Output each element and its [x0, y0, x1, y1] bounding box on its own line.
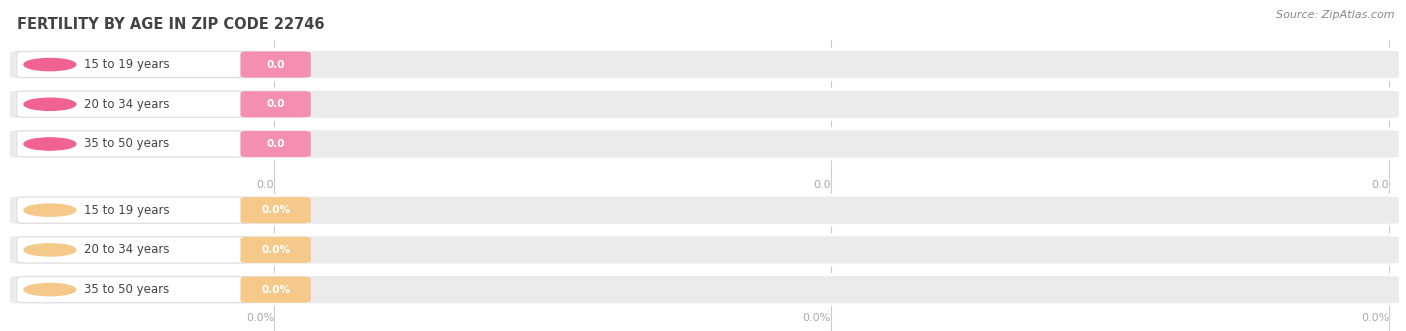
FancyBboxPatch shape — [17, 91, 252, 117]
Text: 0.0%: 0.0% — [246, 313, 274, 323]
Text: 35 to 50 years: 35 to 50 years — [84, 137, 169, 151]
Text: 0.0: 0.0 — [813, 180, 831, 190]
FancyBboxPatch shape — [8, 129, 1400, 159]
FancyBboxPatch shape — [17, 277, 252, 303]
Text: 20 to 34 years: 20 to 34 years — [84, 98, 170, 111]
Circle shape — [24, 98, 76, 110]
Circle shape — [24, 204, 76, 216]
FancyBboxPatch shape — [17, 237, 252, 263]
FancyBboxPatch shape — [17, 197, 252, 223]
Text: 0.0%: 0.0% — [1361, 313, 1389, 323]
FancyBboxPatch shape — [17, 131, 252, 157]
Text: 20 to 34 years: 20 to 34 years — [84, 243, 170, 257]
Text: 15 to 19 years: 15 to 19 years — [84, 58, 170, 71]
Text: 0.0%: 0.0% — [262, 205, 290, 215]
FancyBboxPatch shape — [240, 277, 311, 303]
FancyBboxPatch shape — [8, 195, 1400, 225]
Text: 0.0: 0.0 — [266, 99, 285, 109]
Text: 0.0%: 0.0% — [262, 245, 290, 255]
FancyBboxPatch shape — [8, 49, 1400, 79]
Text: 0.0: 0.0 — [1371, 180, 1389, 190]
Text: 0.0: 0.0 — [266, 139, 285, 149]
FancyBboxPatch shape — [240, 131, 311, 157]
Text: 0.0%: 0.0% — [262, 285, 290, 295]
FancyBboxPatch shape — [240, 237, 311, 263]
FancyBboxPatch shape — [240, 197, 311, 223]
FancyBboxPatch shape — [240, 52, 311, 77]
Text: 35 to 50 years: 35 to 50 years — [84, 283, 169, 296]
Text: FERTILITY BY AGE IN ZIP CODE 22746: FERTILITY BY AGE IN ZIP CODE 22746 — [17, 17, 325, 31]
FancyBboxPatch shape — [8, 275, 1400, 305]
Text: Source: ZipAtlas.com: Source: ZipAtlas.com — [1277, 10, 1395, 20]
Text: 0.0%: 0.0% — [803, 313, 831, 323]
FancyBboxPatch shape — [8, 235, 1400, 265]
Text: 0.0: 0.0 — [266, 60, 285, 70]
Circle shape — [24, 138, 76, 150]
Circle shape — [24, 284, 76, 296]
Text: 0.0: 0.0 — [256, 180, 274, 190]
FancyBboxPatch shape — [17, 52, 252, 77]
FancyBboxPatch shape — [8, 89, 1400, 119]
Text: 15 to 19 years: 15 to 19 years — [84, 204, 170, 217]
Circle shape — [24, 244, 76, 256]
Circle shape — [24, 59, 76, 71]
FancyBboxPatch shape — [240, 91, 311, 117]
